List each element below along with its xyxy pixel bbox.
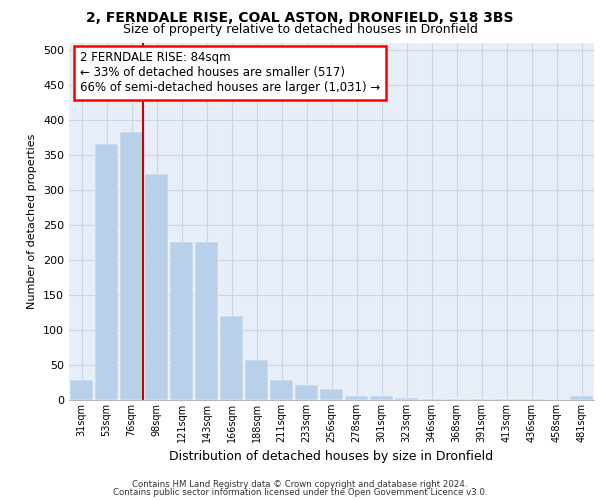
Bar xyxy=(95,144,118,400)
Text: 2, FERNDALE RISE, COAL ASTON, DRONFIELD, S18 3BS: 2, FERNDALE RISE, COAL ASTON, DRONFIELD,… xyxy=(86,11,514,25)
Text: 2 FERNDALE RISE: 84sqm
← 33% of detached houses are smaller (517)
66% of semi-de: 2 FERNDALE RISE: 84sqm ← 33% of detached… xyxy=(79,52,380,94)
Bar xyxy=(245,360,268,400)
Y-axis label: Number of detached properties: Number of detached properties xyxy=(28,134,37,309)
Bar xyxy=(220,316,244,400)
Bar xyxy=(145,174,169,400)
Text: Size of property relative to detached houses in Dronfield: Size of property relative to detached ho… xyxy=(122,22,478,36)
Bar xyxy=(269,380,293,400)
Bar xyxy=(419,398,443,400)
Bar xyxy=(320,390,343,400)
Bar xyxy=(119,132,143,400)
Bar xyxy=(344,396,368,400)
Text: Contains HM Land Registry data © Crown copyright and database right 2024.: Contains HM Land Registry data © Crown c… xyxy=(132,480,468,489)
Text: Contains public sector information licensed under the Open Government Licence v3: Contains public sector information licen… xyxy=(113,488,487,497)
Bar xyxy=(370,396,394,400)
Bar xyxy=(70,380,94,400)
Bar xyxy=(395,398,418,400)
Bar xyxy=(295,384,319,400)
Bar xyxy=(569,396,593,400)
Bar xyxy=(470,398,493,400)
Bar xyxy=(445,398,469,400)
Bar xyxy=(194,242,218,400)
Bar xyxy=(170,242,193,400)
X-axis label: Distribution of detached houses by size in Dronfield: Distribution of detached houses by size … xyxy=(169,450,494,464)
